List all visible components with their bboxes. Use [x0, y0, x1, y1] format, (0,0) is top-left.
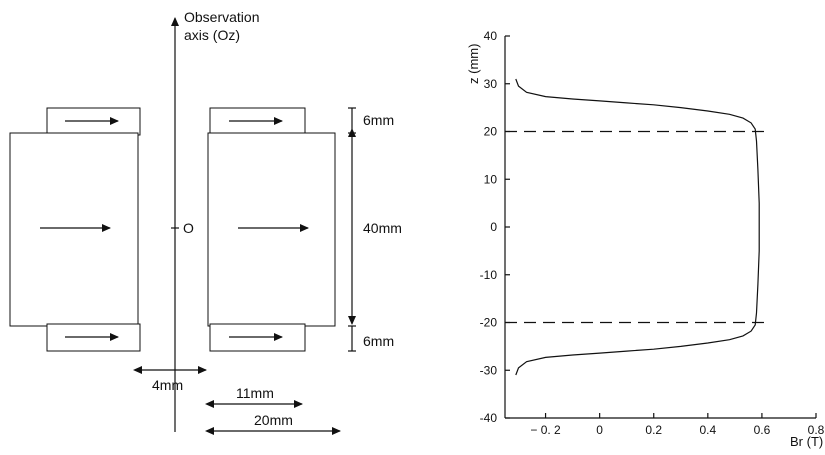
dim-top-label: 6mm	[363, 112, 394, 128]
x-axis-label: Br (T)	[790, 434, 823, 449]
x-tick-label: 0.2	[645, 423, 662, 437]
y-tick-label: -20	[480, 316, 498, 330]
y-ticks: -40 -30 -20 -10 0 10 20 30 40	[480, 29, 510, 425]
y-tick-label: -40	[480, 411, 498, 425]
br-profile-chart: -40 -30 -20 -10 0 10 20 30 40 − 0. 2 0 0.2 0.4 0.6 0.…	[466, 29, 825, 449]
dim-gap-label: 4mm	[152, 377, 183, 393]
axis-label-line2: axis (Oz)	[184, 27, 240, 43]
br-curve	[515, 78, 760, 376]
x-ticks: − 0. 2 0 0.2 0.4 0.6 0.8	[530, 413, 825, 437]
y-tick-label: 40	[484, 29, 498, 43]
dim-radial-long-label: 20mm	[254, 412, 293, 428]
y-tick-label: -30	[480, 363, 498, 377]
origin-label: O	[183, 220, 194, 236]
magnet-diagram: Observation axis (Oz) O 6mm 40mm 6mm 4mm	[9, 9, 402, 435]
left-main-ring	[9, 132, 139, 327]
x-tick-label: 0.8	[808, 423, 825, 437]
right-main-ring	[207, 132, 336, 327]
y-tick-label: 0	[490, 220, 497, 234]
x-tick-label: 0.6	[754, 423, 771, 437]
reference-lines	[505, 130, 770, 324]
y-tick-label: 10	[484, 172, 498, 186]
x-tick-label: 0	[596, 423, 603, 437]
dim-bottom-label: 6mm	[363, 333, 394, 349]
y-tick-label: 20	[484, 125, 498, 139]
axis-label-line1: Observation	[184, 9, 259, 25]
y-tick-label: 30	[484, 77, 498, 91]
dim-middle-label: 40mm	[363, 220, 402, 236]
x-tick-label: 0.4	[699, 423, 716, 437]
x-tick-label: − 0. 2	[530, 423, 561, 437]
y-axis-label: z (mm)	[466, 44, 481, 84]
dim-radial-short-label: 11mm	[236, 385, 274, 401]
y-tick-label: -10	[480, 268, 498, 282]
